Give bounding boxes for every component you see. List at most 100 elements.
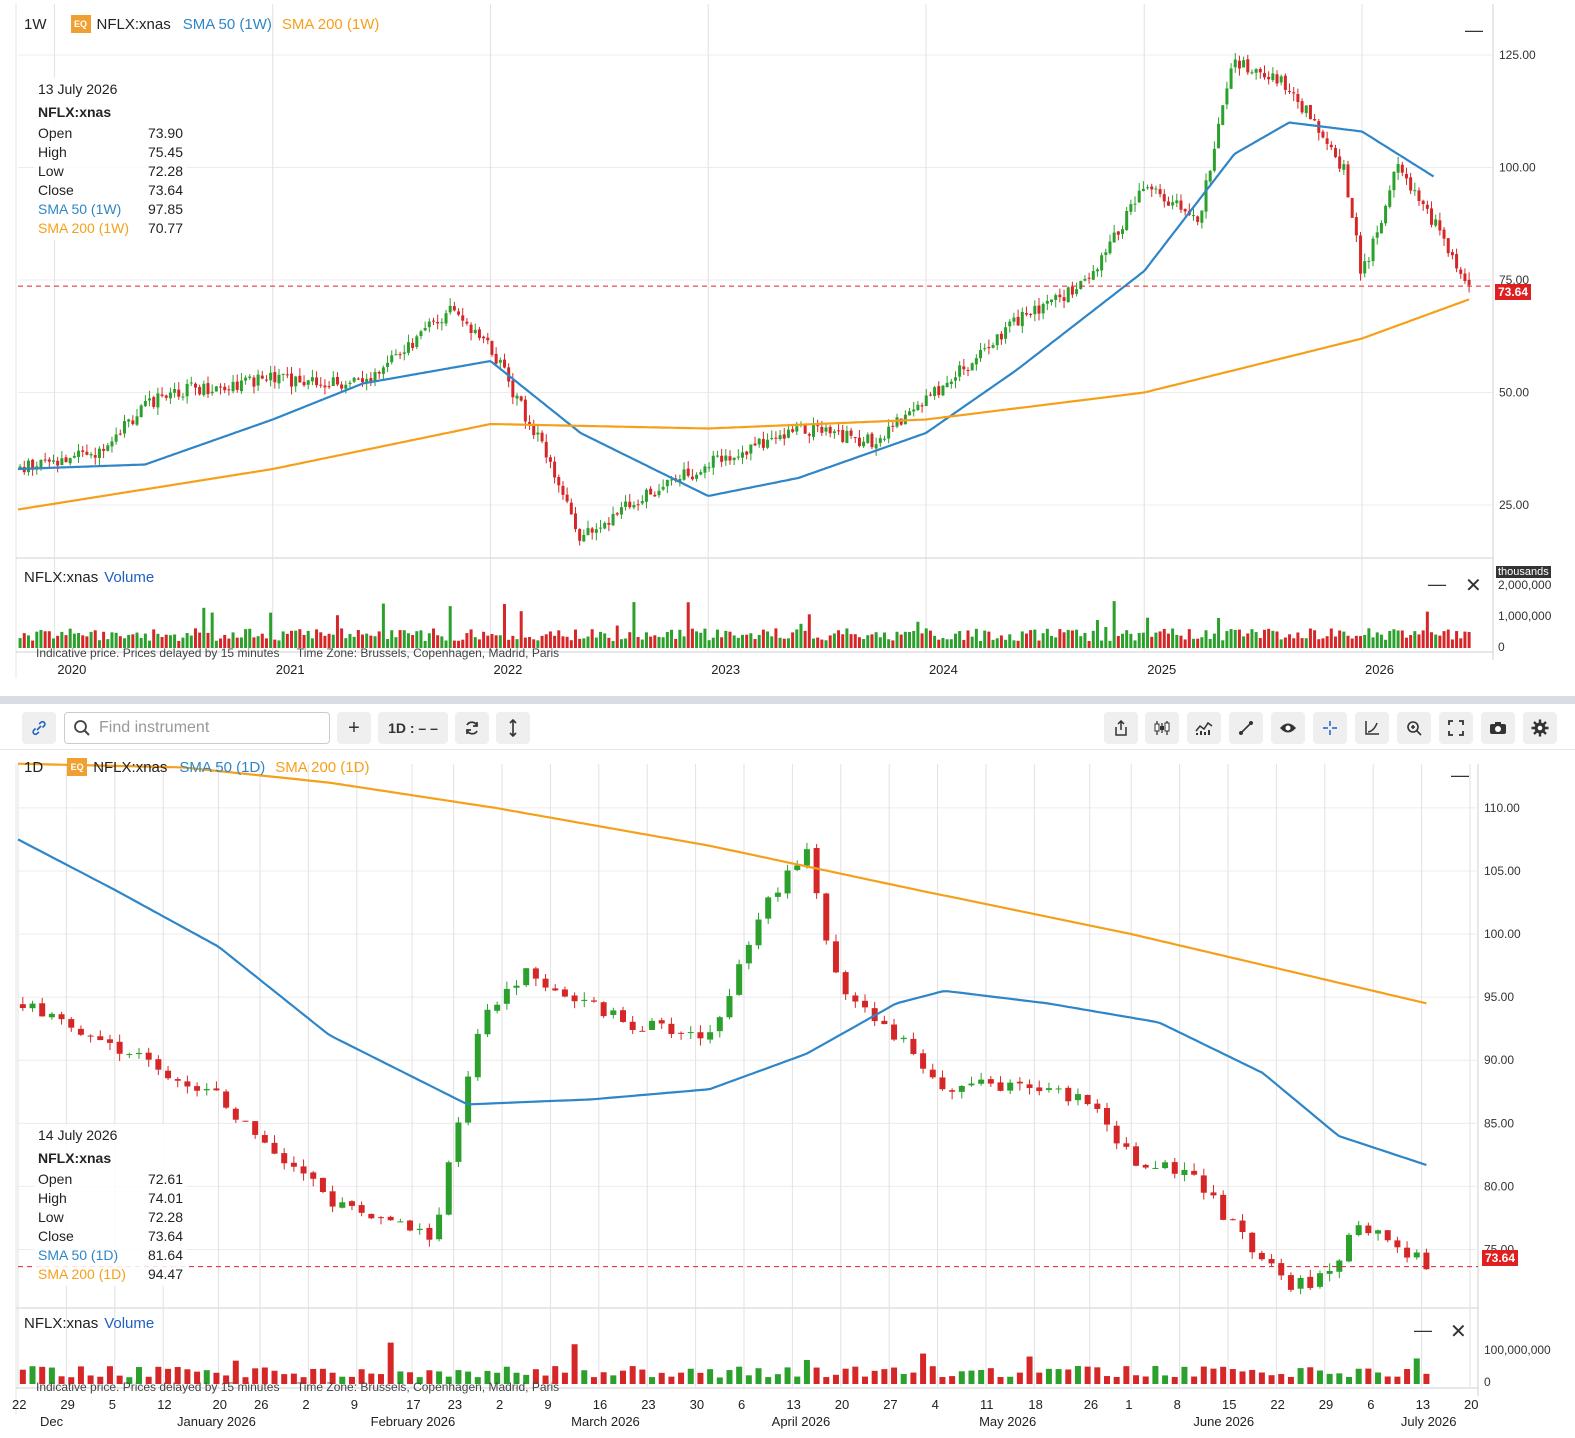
volume-close-icon[interactable]: ✕ xyxy=(1450,1321,1467,1343)
candle-body xyxy=(365,378,369,383)
settings-gear-icon[interactable] xyxy=(1523,712,1557,744)
candle-body xyxy=(131,420,135,425)
candle-body xyxy=(1379,222,1383,234)
candle-body xyxy=(1413,190,1417,192)
refresh-icon[interactable] xyxy=(455,712,489,744)
link-icon[interactable] xyxy=(22,712,56,744)
candle-body xyxy=(870,433,874,448)
high-label: High xyxy=(38,144,67,160)
volume-bar xyxy=(1142,1376,1149,1384)
sma200-label[interactable]: SMA 200 (1D) xyxy=(275,758,370,776)
volume-bar xyxy=(136,1367,142,1384)
candle-body xyxy=(339,1202,346,1208)
volume-bar xyxy=(1308,628,1312,648)
volume-bar xyxy=(256,636,260,648)
volume-bar xyxy=(999,635,1003,648)
symbol-label[interactable]: NFLX:xnas xyxy=(93,758,168,776)
candle-body xyxy=(782,434,786,439)
candle-body xyxy=(857,437,861,446)
volume-bar xyxy=(882,632,886,648)
volume-bar xyxy=(1271,630,1275,648)
volume-bar xyxy=(319,632,323,648)
volume-bar xyxy=(878,637,882,648)
volume-bar xyxy=(106,639,110,648)
interval-select[interactable]: 1D : – – xyxy=(378,712,448,744)
candle-body xyxy=(461,315,465,321)
draw-line-icon[interactable] xyxy=(1229,712,1263,744)
candle-body xyxy=(874,444,878,449)
sma50-label[interactable]: SMA 50 (1W) xyxy=(182,15,272,33)
visibility-eye-icon[interactable] xyxy=(1271,712,1305,744)
volume-label[interactable]: Volume xyxy=(104,1315,155,1332)
volume-bar xyxy=(1204,630,1208,648)
volume-label[interactable]: Volume xyxy=(104,569,155,586)
compare-arrows-icon[interactable] xyxy=(496,712,530,744)
volume-minimize-icon[interactable]: — xyxy=(1428,574,1446,594)
candle-body xyxy=(223,1091,230,1108)
volume-bar xyxy=(841,634,845,648)
sma200-label[interactable]: SMA 200 (1W) xyxy=(281,15,380,33)
volume-bar xyxy=(1292,638,1296,648)
candle-body xyxy=(1258,1252,1265,1260)
candle-body xyxy=(1300,101,1304,113)
sma50-legend-label: SMA 50 (1W) xyxy=(38,201,122,217)
candle-body xyxy=(619,507,623,515)
candle-body xyxy=(670,479,674,481)
volume-bar xyxy=(87,1375,94,1384)
candle-body xyxy=(841,429,845,442)
volume-bar xyxy=(1075,629,1079,648)
volume-minimize-icon[interactable]: — xyxy=(1414,1320,1432,1340)
symbol-label[interactable]: NFLX:xnas xyxy=(96,15,171,33)
month-tick-label: May 2026 xyxy=(979,1414,1036,1429)
volume-bar xyxy=(1297,1368,1304,1384)
volume-close-icon[interactable]: ✕ xyxy=(1465,575,1482,597)
volume-bar xyxy=(1254,632,1258,648)
top-disclaimer: Indicative price. Prices delayed by 15 m… xyxy=(36,646,559,660)
volume-bar xyxy=(381,603,385,648)
minimize-icon[interactable]: — xyxy=(1465,20,1483,40)
volume-bar xyxy=(1229,629,1233,648)
fullscreen-icon[interactable] xyxy=(1439,712,1473,744)
volume-bar xyxy=(298,629,302,648)
volume-bar xyxy=(1007,1376,1014,1384)
candle-body xyxy=(1062,297,1066,301)
crosshair-icon[interactable] xyxy=(1313,712,1347,744)
top-chart-svg[interactable]: 125.00 100.00 75.00 50.00 25.00 2020 2021 2022 2… xyxy=(0,0,1575,700)
candle-body xyxy=(866,434,870,443)
candle-body xyxy=(803,849,810,866)
candle-body xyxy=(184,1081,191,1087)
zoom-icon[interactable] xyxy=(1397,712,1431,744)
candle-body xyxy=(513,985,520,988)
candle-body xyxy=(1210,1192,1217,1196)
volume-bar xyxy=(193,628,197,648)
interval-label[interactable]: 1W xyxy=(24,15,47,33)
volume-bar xyxy=(261,1367,268,1384)
find-instrument-input[interactable]: Find instrument xyxy=(64,712,330,744)
candle-body xyxy=(686,468,690,476)
open-label: Open xyxy=(38,1171,73,1187)
volume-bar xyxy=(1217,617,1221,648)
pane-separator[interactable] xyxy=(0,696,1575,704)
minimize-icon[interactable]: — xyxy=(1451,765,1469,785)
candle-body xyxy=(1065,1087,1072,1102)
candle-body xyxy=(511,380,515,398)
candle-body xyxy=(1087,277,1091,279)
candle-body xyxy=(707,467,711,469)
add-instrument-button[interactable]: + xyxy=(337,712,371,744)
x-tick-label: 9 xyxy=(351,1397,358,1412)
interval-label[interactable]: 1D xyxy=(24,758,44,776)
indicators-icon[interactable] xyxy=(1187,712,1221,744)
share-icon[interactable] xyxy=(1104,712,1138,744)
x-tick-label: 8 xyxy=(1174,1397,1181,1412)
volume-bar xyxy=(532,1369,539,1384)
candle-body xyxy=(152,397,156,407)
candle-body xyxy=(1123,1143,1130,1147)
camera-icon[interactable] xyxy=(1481,712,1515,744)
sma50-label[interactable]: SMA 50 (1D) xyxy=(179,758,266,776)
scale-axis-icon[interactable] xyxy=(1355,712,1389,744)
candle-body xyxy=(139,405,143,418)
volume-bar xyxy=(131,634,135,648)
candle-body xyxy=(1400,164,1404,173)
candlestick-type-icon[interactable] xyxy=(1145,712,1179,744)
